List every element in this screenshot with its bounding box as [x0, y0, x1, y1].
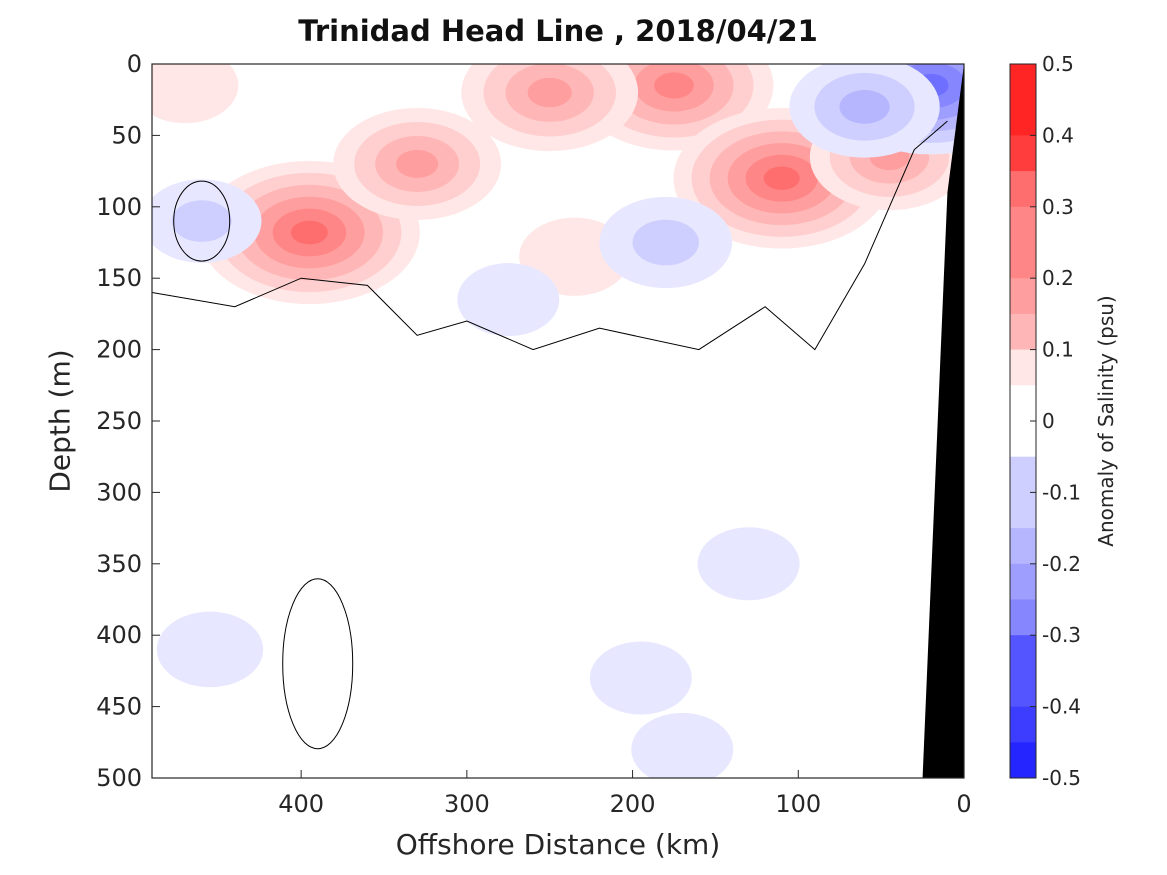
y-tick-label: 150 [96, 264, 142, 292]
colorbar-band [1010, 492, 1036, 529]
y-tick: 250 [96, 407, 160, 435]
anomaly-feature [789, 64, 940, 158]
y-tick-label: 100 [96, 193, 142, 221]
y-tick: 100 [96, 193, 160, 221]
colorbar-band [1010, 456, 1036, 493]
y-tick-label: 250 [96, 407, 142, 435]
colorbar-tick: 0.4 [1030, 123, 1074, 147]
x-axis-label: Offshore Distance (km) [395, 828, 721, 861]
y-tick: 150 [96, 264, 160, 292]
colorbar-tick-label: -0.4 [1042, 695, 1081, 719]
colorbar-tick: 0.5 [1030, 52, 1074, 76]
anomaly-feature [333, 107, 502, 220]
colorbar-band [1010, 99, 1036, 136]
anomaly-feature [152, 179, 262, 263]
y-tick: 50 [111, 121, 160, 149]
anomaly-feature [156, 611, 264, 688]
zero-contours [152, 120, 948, 750]
x-tick: 200 [610, 770, 656, 818]
bathymetry-land [922, 64, 964, 778]
colorbar-band [1010, 670, 1036, 708]
colorbar-band [1010, 242, 1036, 279]
colorbar-tick-label: 0.2 [1042, 266, 1074, 290]
y-tick-label: 400 [96, 621, 142, 649]
colorbar-tick-label: -0.3 [1042, 623, 1081, 647]
y-tick-label: 350 [96, 550, 142, 578]
colorbar-band [1010, 599, 1036, 636]
colorbar-tick-label: -0.5 [1042, 766, 1081, 790]
colorbar-band [1010, 706, 1036, 743]
colorbar-tick-label: -0.2 [1042, 552, 1081, 576]
colorbar-tick: -0.2 [1030, 552, 1081, 576]
colorbar: 0.5 0.4 0.3 0.2 0.1 0 -0.1 -0.2 -0.3 -0.4 -0.5 [1009, 52, 1081, 790]
colorbar-band [1010, 206, 1036, 243]
anomaly-feature [631, 712, 734, 778]
y-tick: 350 [96, 550, 160, 578]
colorbar-band [1010, 135, 1036, 172]
x-tick-label: 400 [278, 790, 324, 818]
colorbar-tick-label: 0.4 [1042, 123, 1074, 147]
anomaly-feature [457, 263, 560, 337]
colorbar-tick: -0.4 [1030, 695, 1081, 719]
anomaly-feature [589, 641, 692, 715]
colorbar-band [1010, 313, 1036, 351]
x-tick-label: 0 [956, 790, 971, 818]
colorbar-band [1010, 563, 1036, 600]
colorbar-tick-label: -0.1 [1042, 480, 1081, 504]
anomaly-feature [599, 196, 733, 289]
x-tick: 0 [956, 770, 972, 818]
colorbar-band [1010, 635, 1036, 672]
colorbar-tick: 0.1 [1030, 338, 1074, 362]
y-tick: 400 [96, 621, 160, 649]
colorbar-tick: 0.3 [1030, 195, 1074, 219]
anomaly-feature [461, 64, 639, 152]
colorbar-tick: -0.3 [1030, 623, 1081, 647]
colorbar-band [1010, 528, 1036, 565]
colorbar-tick-label: 0.5 [1042, 52, 1074, 76]
x-tick-label: 100 [775, 790, 821, 818]
colorbar-tick: 0.2 [1030, 266, 1074, 290]
y-tick-label: 300 [96, 478, 142, 506]
y-tick: 500 [96, 764, 160, 792]
anomaly-feature [152, 64, 239, 124]
anomaly-field [152, 64, 964, 778]
zero-contour-line [173, 180, 231, 262]
y-axis: 0 50 100 150 200 250 300 350 400 450 500 [96, 50, 160, 792]
colorbar-tick: 0 [1030, 409, 1055, 433]
y-tick-label: 50 [111, 121, 142, 149]
y-tick: 0 [127, 50, 160, 78]
chart-title: Trinidad Head Line , 2018/04/21 [298, 14, 818, 48]
x-tick-label: 300 [444, 790, 490, 818]
x-tick: 100 [775, 770, 821, 818]
y-tick: 450 [96, 693, 160, 721]
y-tick: 300 [96, 478, 160, 506]
colorbar-tick-label: 0.3 [1042, 195, 1074, 219]
colorbar-tick-label: 0.1 [1042, 338, 1074, 362]
y-tick-label: 500 [96, 764, 142, 792]
x-axis: 400 300 200 100 0 [278, 770, 972, 818]
y-tick-label: 200 [96, 336, 142, 364]
x-tick: 300 [444, 770, 490, 818]
colorbar-tick: -0.5 [1030, 766, 1081, 790]
zero-contour-line [152, 120, 948, 351]
anomaly-feature [697, 527, 800, 601]
y-tick: 200 [96, 336, 160, 364]
colorbar-band [1010, 278, 1036, 315]
colorbar-band [1010, 349, 1036, 386]
x-tick: 400 [278, 770, 324, 818]
colorbar-band [1010, 64, 1036, 101]
zero-contour-line [282, 578, 354, 750]
y-tick-label: 450 [96, 693, 142, 721]
y-tick-label: 0 [127, 50, 142, 78]
colorbar-tick: -0.1 [1030, 480, 1081, 504]
colorbar-tick-label: 0 [1042, 409, 1055, 433]
x-tick-label: 200 [610, 790, 656, 818]
colorbar-band [1010, 385, 1036, 422]
colorbar-band [1010, 171, 1036, 208]
colorbar-band [1010, 421, 1036, 458]
colorbar-band [1010, 742, 1036, 779]
